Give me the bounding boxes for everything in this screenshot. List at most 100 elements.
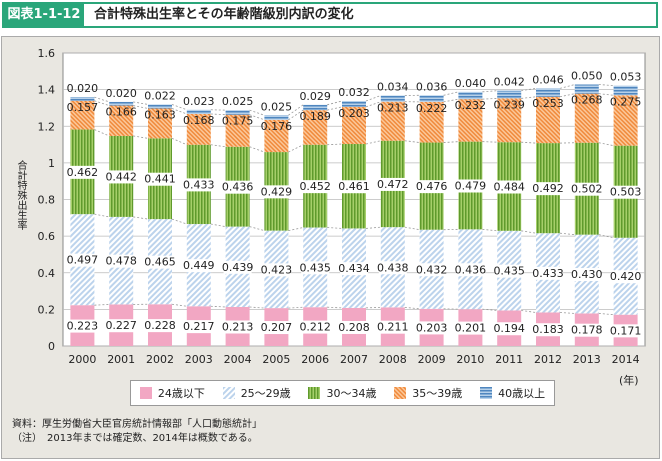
data-label-bg <box>340 262 368 276</box>
bar-segment-4 <box>380 101 405 141</box>
data-label: 0.023 <box>183 95 215 108</box>
x-tick-label: 2014 <box>612 353 640 366</box>
y-tick-label: 1.6 <box>38 47 56 60</box>
legend-item: 25～29歳 <box>222 385 291 401</box>
x-tick-label: 2004 <box>224 353 252 366</box>
bar-segment-5 <box>70 97 95 101</box>
data-label: 0.461 <box>338 180 370 193</box>
bar-segment-5 <box>264 115 289 120</box>
connector-line <box>598 313 614 316</box>
y-tick-label: 0 <box>48 340 55 353</box>
connector-line <box>249 226 265 232</box>
x-tick-label: 2010 <box>456 353 484 366</box>
connector-line <box>210 144 226 148</box>
data-label: 0.497 <box>67 254 99 267</box>
data-label: 0.168 <box>183 114 215 127</box>
source-note: 資料：厚生労働省大臣官房統計情報部「人口動態統計」 <box>12 419 262 430</box>
data-label: 0.432 <box>416 263 448 276</box>
bar-segment-5 <box>613 85 638 96</box>
y-axis-label: 合計特殊出生率 <box>15 160 26 230</box>
data-label: 0.438 <box>377 261 409 274</box>
data-label: 0.029 <box>299 90 331 103</box>
x-tick-label: 2008 <box>379 353 407 366</box>
data-label: 0.228 <box>144 319 176 332</box>
data-label: 0.462 <box>67 166 99 179</box>
bar-segment-5 <box>109 101 134 106</box>
data-label-bg <box>107 319 136 333</box>
data-label: 0.239 <box>493 98 525 111</box>
data-label: 0.036 <box>416 80 448 93</box>
data-label: 0.211 <box>377 321 409 334</box>
bar-segment-5 <box>497 90 522 99</box>
x-tick-label: 2003 <box>185 353 213 366</box>
data-label: 0.430 <box>571 268 603 281</box>
connector-line <box>521 310 537 313</box>
data-label-bg <box>262 185 291 199</box>
bar-segment-4 <box>264 119 289 153</box>
data-label: 0.441 <box>144 173 176 186</box>
connector-line <box>327 100 343 106</box>
data-label: 0.203 <box>338 107 370 120</box>
data-label: 0.222 <box>416 102 448 115</box>
legend-label: 35～39歳 <box>412 387 463 400</box>
connector-line <box>94 129 110 137</box>
data-label-bg <box>417 263 446 277</box>
data-label: 0.025 <box>222 95 254 108</box>
x-tick-label: 2007 <box>340 353 368 366</box>
connector-line <box>365 140 381 145</box>
connector-line <box>210 113 226 116</box>
data-label-bg <box>572 182 601 196</box>
data-label: 0.435 <box>299 261 331 274</box>
legend-label: 24歳以下 <box>157 387 205 400</box>
y-tick-label: 0.6 <box>38 230 56 243</box>
data-label: 0.429 <box>261 185 293 198</box>
bar-segment-5 <box>186 109 211 114</box>
x-tick-label: 2013 <box>573 353 601 366</box>
data-label-bg <box>611 324 640 338</box>
connector-line <box>171 218 187 225</box>
connector-line <box>210 305 226 308</box>
data-label: 0.484 <box>493 180 525 193</box>
legend-swatch <box>139 387 152 399</box>
data-label: 0.479 <box>455 179 487 192</box>
data-label-bg <box>572 323 601 337</box>
connector-line <box>249 109 265 116</box>
connector-line <box>249 306 265 309</box>
connector-line <box>559 312 575 314</box>
bar-segment-5 <box>380 95 405 102</box>
connector-line <box>171 137 187 146</box>
data-label: 0.025 <box>261 100 293 113</box>
data-label: 0.436 <box>222 181 254 194</box>
connector-line <box>482 141 498 143</box>
connector-line <box>94 213 110 218</box>
connector-line <box>133 101 149 105</box>
data-label: 0.157 <box>67 101 99 114</box>
bar-segment-5 <box>458 91 483 100</box>
data-label: 0.183 <box>532 323 564 336</box>
data-label: 0.046 <box>532 73 564 86</box>
data-label-bg <box>611 270 640 284</box>
x-tick-label: 2006 <box>301 353 329 366</box>
data-label: 0.449 <box>183 259 215 272</box>
connector-line <box>171 108 187 115</box>
data-label-bg <box>146 319 174 333</box>
connector-line <box>327 227 343 229</box>
data-label-bg <box>301 261 330 275</box>
connector-line <box>404 306 420 310</box>
data-label-bg <box>223 320 252 334</box>
data-label: 0.227 <box>105 319 137 332</box>
data-label: 0.420 <box>610 270 642 283</box>
connector-line <box>288 306 304 309</box>
data-label: 0.442 <box>105 170 137 183</box>
data-label: 0.163 <box>144 108 176 121</box>
data-label: 0.213 <box>222 320 254 333</box>
connector-line <box>210 223 226 227</box>
data-label-bg <box>378 320 407 334</box>
data-label-bg <box>417 321 446 335</box>
connector-line <box>482 308 498 311</box>
connector-line <box>327 106 343 111</box>
data-label-bg <box>378 261 407 275</box>
data-label-bg <box>340 180 368 194</box>
connector-line <box>443 141 459 143</box>
